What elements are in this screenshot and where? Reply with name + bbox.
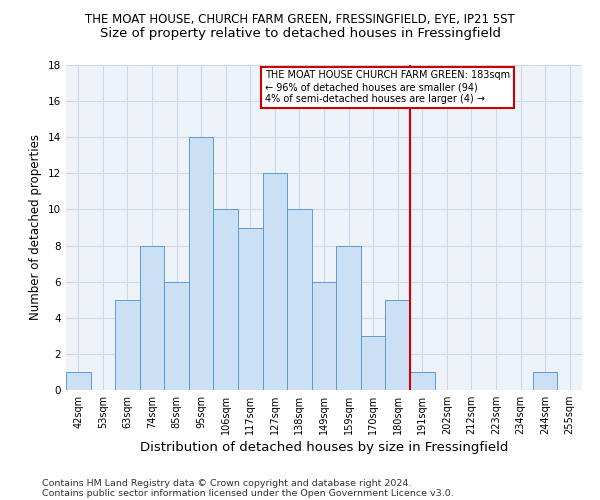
Bar [410, 372, 434, 390]
Text: Contains public sector information licensed under the Open Government Licence v3: Contains public sector information licen… [42, 488, 454, 498]
Text: Size of property relative to detached houses in Fressingfield: Size of property relative to detached ho… [100, 28, 500, 40]
Bar [533, 372, 557, 390]
Bar [189, 137, 214, 390]
Text: Contains HM Land Registry data © Crown copyright and database right 2024.: Contains HM Land Registry data © Crown c… [42, 478, 412, 488]
Bar [361, 336, 385, 390]
Text: THE MOAT HOUSE, CHURCH FARM GREEN, FRESSINGFIELD, EYE, IP21 5ST: THE MOAT HOUSE, CHURCH FARM GREEN, FRESS… [85, 12, 515, 26]
Bar [214, 210, 238, 390]
Bar [115, 300, 140, 390]
Y-axis label: Number of detached properties: Number of detached properties [29, 134, 43, 320]
Bar [164, 282, 189, 390]
Bar [336, 246, 361, 390]
Bar [263, 174, 287, 390]
Text: THE MOAT HOUSE CHURCH FARM GREEN: 183sqm
← 96% of detached houses are smaller (9: THE MOAT HOUSE CHURCH FARM GREEN: 183sqm… [265, 70, 510, 104]
Bar [238, 228, 263, 390]
Bar [385, 300, 410, 390]
X-axis label: Distribution of detached houses by size in Fressingfield: Distribution of detached houses by size … [140, 442, 508, 454]
Bar [66, 372, 91, 390]
Bar [140, 246, 164, 390]
Bar [312, 282, 336, 390]
Bar [287, 210, 312, 390]
